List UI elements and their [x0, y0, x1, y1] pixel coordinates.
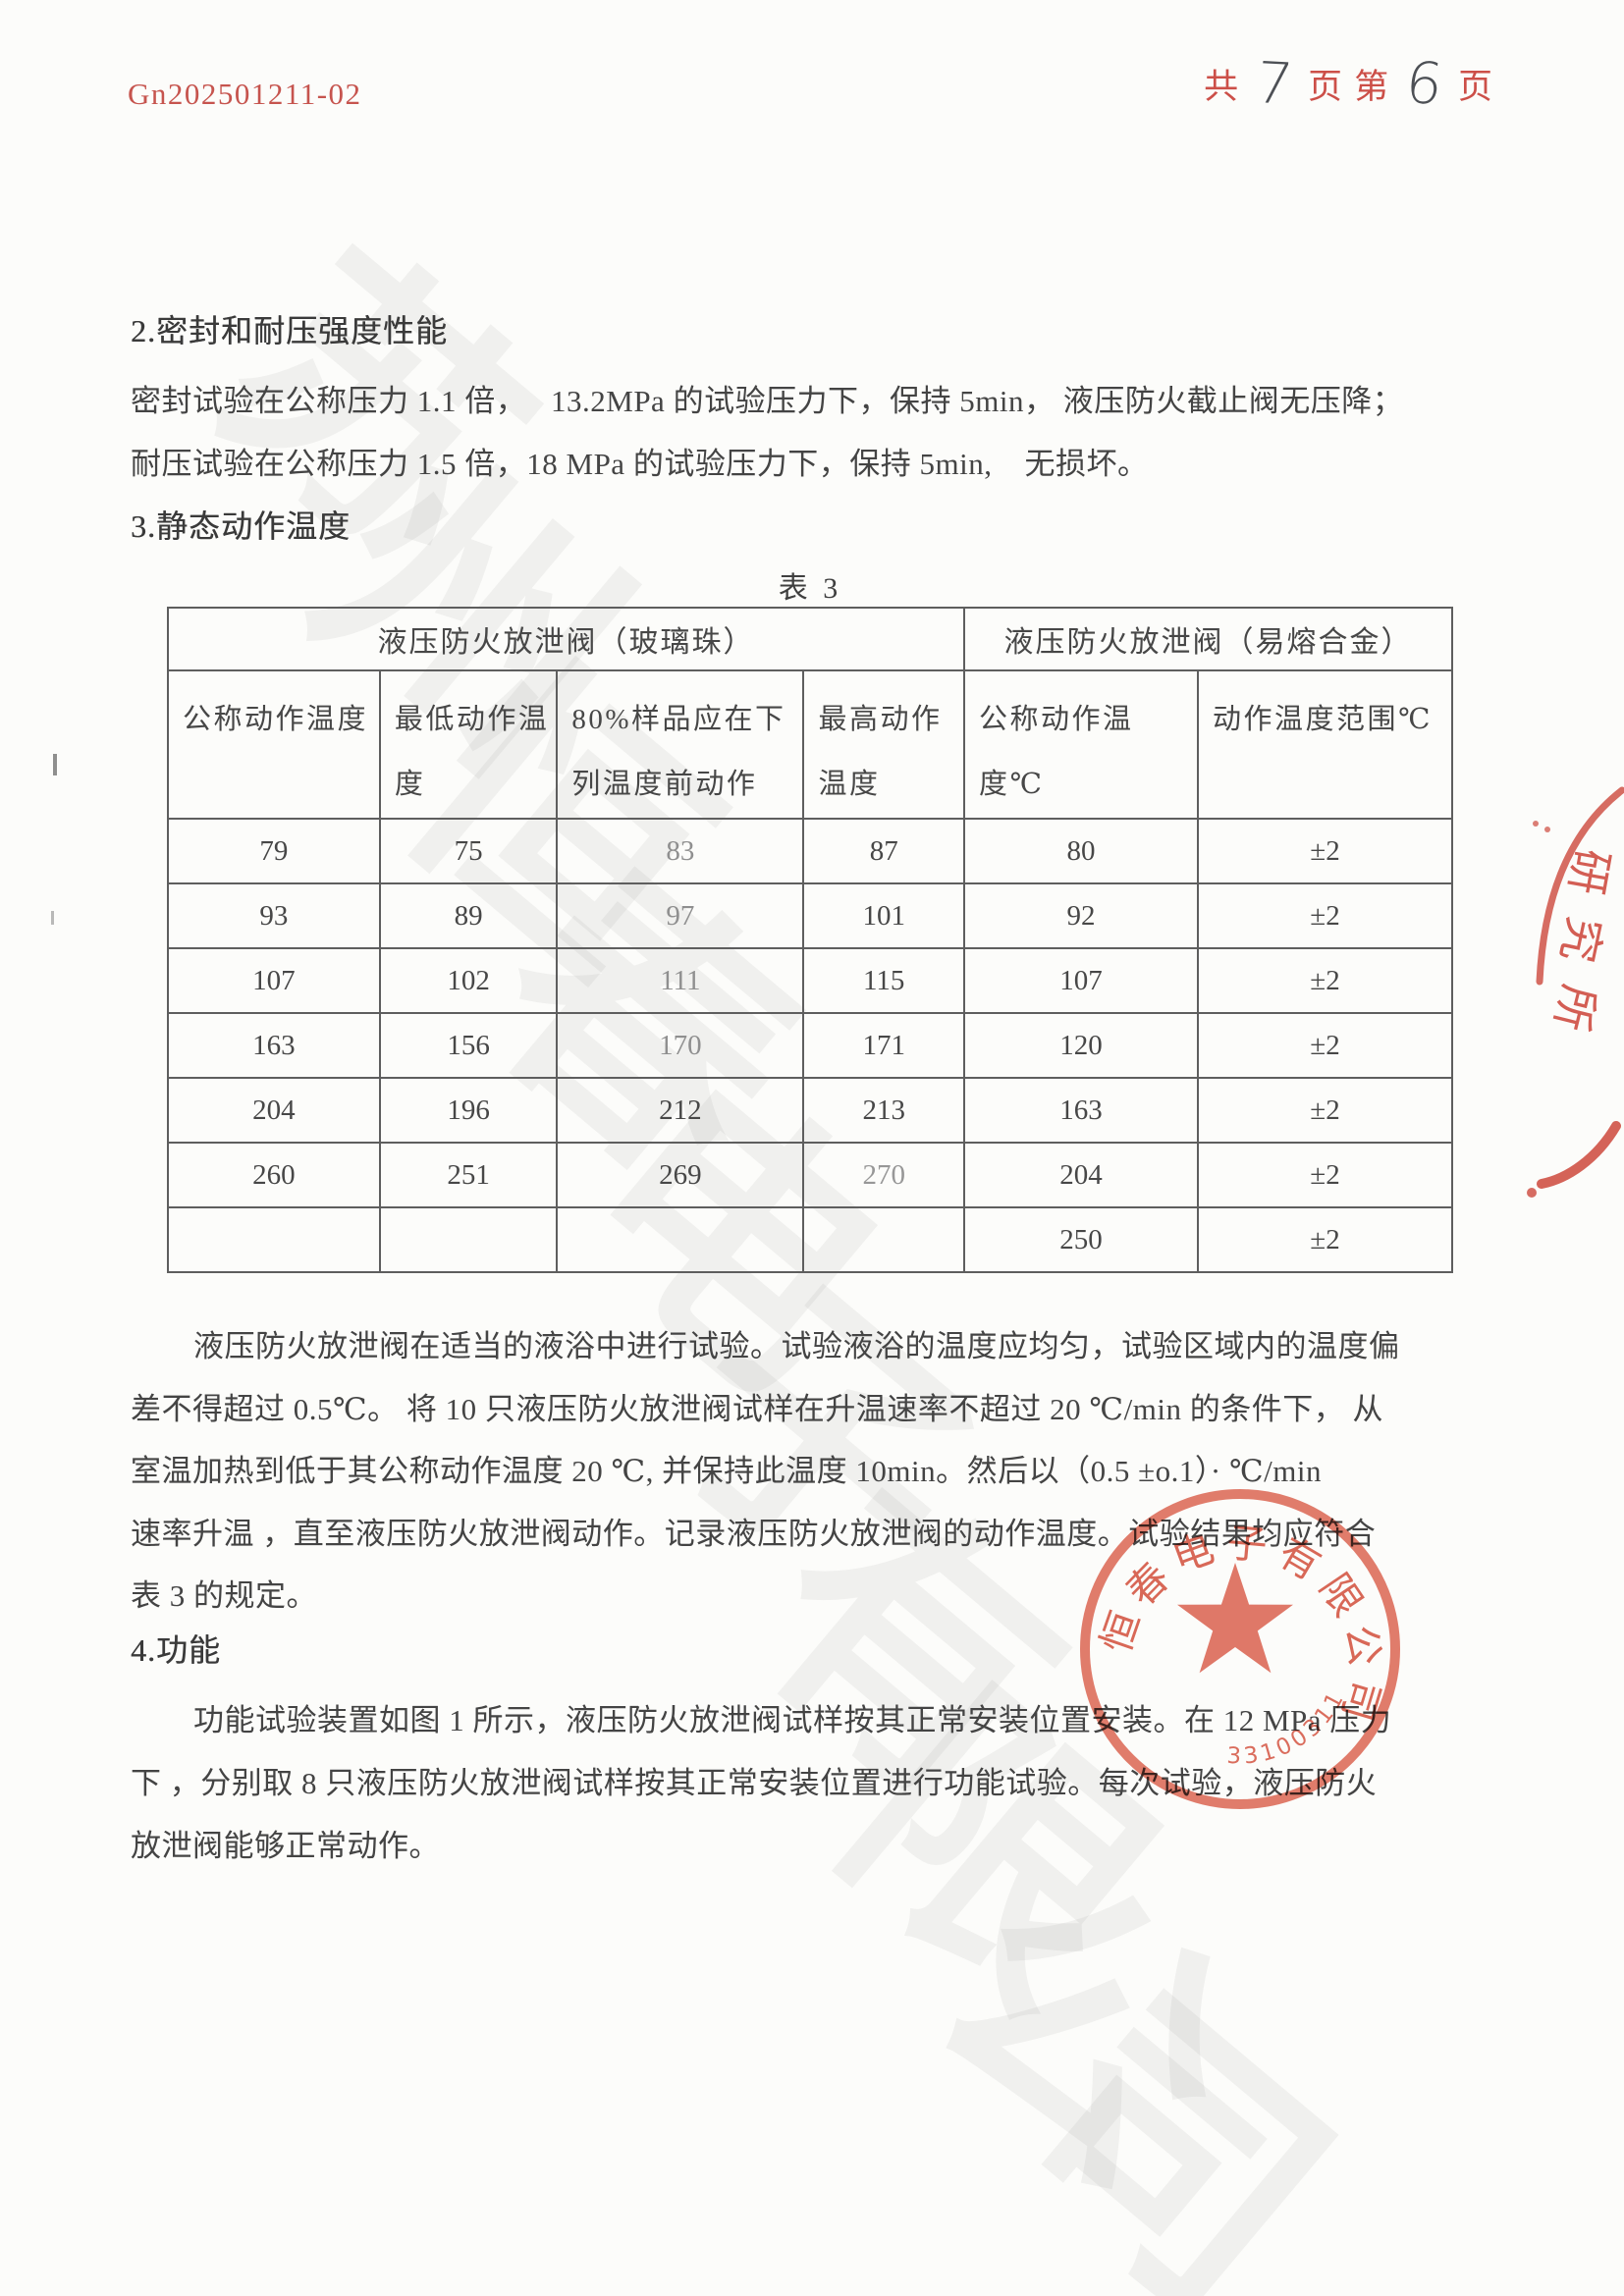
table-cell: 102: [378, 947, 559, 1014]
watermark-char: 司: [970, 1953, 1378, 2296]
table-cell: 120: [962, 1012, 1199, 1079]
col-header: 80%样品应在下 列温度前动作: [556, 669, 805, 820]
edge-stamp-tail-stroke: [1537, 1121, 1621, 1189]
table-cell: 80: [962, 818, 1199, 884]
table-cell: 107: [962, 947, 1199, 1014]
table-row: 163 156 170 171 120 ±2: [167, 1012, 1454, 1079]
col-header: 最高动作 温度: [802, 669, 965, 820]
table-row: 107 102 111 115 107 ±2: [167, 947, 1454, 1014]
table-cell: 260: [167, 1142, 381, 1208]
page-ordinal-label: 第: [1354, 67, 1391, 106]
table-cell: 269: [556, 1142, 805, 1208]
table-row: 260 251 269 270 204 ±2: [167, 1142, 1454, 1208]
pages-total-handwritten: 7: [1252, 49, 1297, 118]
table-row: 250 ±2: [167, 1206, 1454, 1273]
section2-line: 耐压试验在公称压力 1.5 倍，18 MPa 的试验压力下，保持 5min, 无…: [131, 447, 1149, 481]
table-cell: 79: [167, 818, 381, 884]
col-header: 动作温度范围℃: [1196, 669, 1454, 820]
scan-speck: [51, 911, 54, 925]
edge-stamp-arc: [1536, 786, 1624, 986]
table-cell: 107: [167, 947, 381, 1014]
table-cell: [556, 1206, 805, 1273]
table-cell: 213: [802, 1077, 965, 1144]
edge-stamp-char: 究: [1551, 912, 1609, 967]
table-cell: 171: [802, 1012, 965, 1079]
static-test-line: 液压防火放泄阀在适当的液浴中进行试验。试验液浴的温度应均匀，试验区域内的温度偏: [193, 1329, 1400, 1363]
page-current-handwritten: 6: [1401, 49, 1447, 118]
table-cell: [802, 1206, 965, 1273]
section2-heading: 2.密封和耐压强度性能: [131, 313, 449, 348]
section4-line: 下 ，分别取 8 只液压防火放泄阀试样按其正常安装位置进行功能试验。每次试验，液…: [131, 1766, 1378, 1800]
table-cell: 212: [556, 1077, 805, 1144]
table-cell: 250: [962, 1206, 1199, 1273]
table3-caption: 表 3: [778, 572, 842, 605]
col-header: 公称动作温度: [167, 669, 381, 820]
table-cell: ±2: [1196, 818, 1454, 884]
table-cell: ±2: [1196, 1206, 1454, 1273]
static-test-line: 室温加热到低于其公称动作温度 20 ℃, 并保持此温度 10min。然后以（0.…: [131, 1454, 1323, 1488]
table-cell: 196: [378, 1077, 559, 1144]
table-cell: 87: [802, 818, 965, 884]
section4-line: 放泄阀能够正常动作。: [131, 1829, 440, 1863]
table-row: 93 89 97 101 92 ±2: [167, 882, 1454, 949]
group-header-glass-bead: 液压防火放泄阀（玻璃珠）: [167, 607, 965, 671]
table-cell: [167, 1206, 381, 1273]
static-test-line: 差不得超过 0.5℃。 将 10 只液压防火放泄阀试样在升温速率不超过 20 ℃…: [131, 1392, 1383, 1426]
table-row: 79 75 83 87 80 ±2: [167, 818, 1454, 884]
page-indicator: 共 7 页 第 6 页: [1204, 49, 1494, 118]
table-cell: 93: [167, 882, 381, 949]
table-cell: 170: [556, 1012, 805, 1079]
col-header: 最低动作温 度: [378, 669, 559, 820]
pages-total-label: 共: [1204, 67, 1241, 106]
table-cell: 83: [556, 818, 805, 884]
table-cell: ±2: [1196, 1077, 1454, 1144]
table-cell: ±2: [1196, 882, 1454, 949]
table-cell: 75: [378, 818, 559, 884]
edge-stamp-char: 所: [1545, 981, 1605, 1037]
table-cell: 97: [556, 882, 805, 949]
table3: 液压防火放泄阀（玻璃珠） 液压防火放泄阀（易熔合金） 公称动作温度 最低动作温 …: [167, 607, 1454, 1273]
edge-stamp-research-institute: 研 究 所: [1527, 786, 1624, 1198]
table-cell: ±2: [1196, 947, 1454, 1014]
table-cell: 204: [962, 1142, 1199, 1208]
col-header: 公称动作温度℃: [962, 669, 1199, 820]
table-cell: 101: [802, 882, 965, 949]
table-cell: [378, 1206, 559, 1273]
watermark-char: 公: [882, 1826, 1289, 2237]
table-cell: 115: [802, 947, 965, 1014]
static-test-line: 表 3 的规定。: [131, 1578, 317, 1613]
table-cell: 156: [378, 1012, 559, 1079]
table-cell: 111: [556, 947, 805, 1014]
static-test-line: 速率升温 ，直至液压防火放泄阀动作。记录液压防火放泄阀的动作温度。试验结果均应符…: [131, 1517, 1377, 1551]
pages-unit: 页: [1308, 67, 1345, 106]
table-group-header-row: 液压防火放泄阀（玻璃珠） 液压防火放泄阀（易熔合金）: [167, 607, 1454, 671]
table-cell: 163: [167, 1012, 381, 1079]
section4-heading: 4.功能: [131, 1632, 222, 1668]
section4-line: 功能试验装置如图 1 所示，液压防火放泄阀试样按其正常安装位置安装。在 12 M…: [193, 1703, 1392, 1737]
table-cell: ±2: [1196, 1142, 1454, 1208]
table-cell: 163: [962, 1077, 1199, 1144]
table-cell: 92: [962, 882, 1199, 949]
table-cell: 270: [802, 1142, 965, 1208]
edge-stamp-char: 研: [1560, 845, 1617, 898]
group-header-fusible-alloy: 液压防火放泄阀（易熔合金）: [962, 607, 1454, 671]
pages-unit: 页: [1457, 67, 1494, 106]
table-cell: 251: [378, 1142, 559, 1208]
table-cell: 204: [167, 1077, 381, 1144]
section2-line: 密封试验在公称压力 1.1 倍， 13.2MPa 的试验压力下，保持 5min，…: [131, 384, 1404, 418]
table-cell: 89: [378, 882, 559, 949]
table-row: 204 196 212 213 163 ±2: [167, 1077, 1454, 1144]
section3-heading: 3.静态动作温度: [131, 508, 352, 544]
table-cell: ±2: [1196, 1012, 1454, 1079]
table-column-header-row: 公称动作温度 最低动作温 度 80%样品应在下 列温度前动作 最高动作 温度 公…: [167, 669, 1454, 820]
doc-number: Gn202501211-02: [128, 77, 362, 111]
scan-speck: [53, 754, 57, 775]
